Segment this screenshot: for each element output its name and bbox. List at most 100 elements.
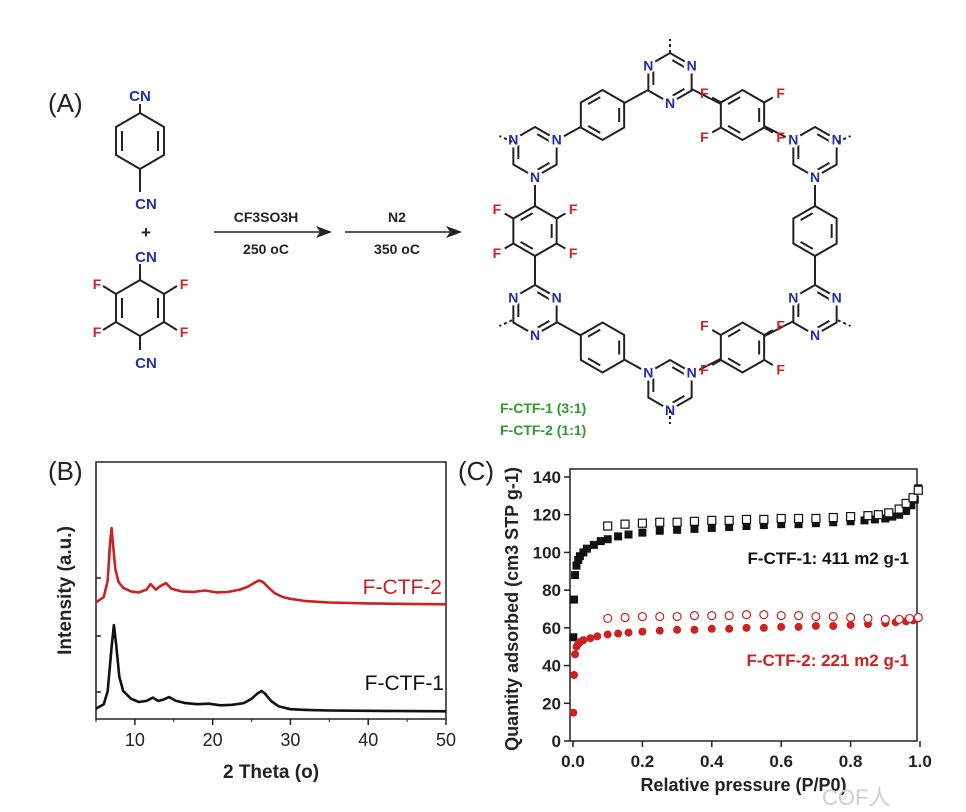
plot-frame [95,461,447,720]
double-bond [587,125,601,134]
series-line-f-ctf-2 [95,526,447,606]
data-point [593,632,602,641]
y-tick-label: 80 [542,581,561,600]
c-f-bond [504,212,514,220]
c-f-bond [763,96,774,104]
atom-mask [828,289,845,306]
fluorine-atom: F [700,362,709,378]
double-bond [587,328,601,338]
data-point [881,514,890,523]
x-tick-label: 50 [436,730,456,750]
data-point [637,611,647,622]
atom-mask [505,289,522,306]
step2-temperature: 350 oC [374,241,420,257]
atom-mask [683,364,700,381]
double-bond [816,320,830,329]
data-point [741,610,752,620]
data-point [777,520,786,529]
monomer-tetrafluoroterephthalonitrile [102,264,178,350]
x-tick-label: 1.0 [908,752,932,771]
step2-reagent: N2 [388,209,406,225]
nitrogen-atom: N [643,365,653,381]
data-point [742,522,751,531]
c-f-bond [711,359,722,366]
data-point [571,650,580,659]
atom-mask [527,327,543,343]
data-point [894,504,904,514]
cn-label: CN [135,249,157,266]
x-tick-label: 10 [125,730,145,750]
atom-mask [505,131,522,148]
fluorine-atom: F [569,201,578,217]
data-point [637,518,647,528]
data-point [603,630,612,639]
double-bond [587,357,601,367]
x-tick-label: 0.0 [561,752,585,771]
legend-label-f-ctf-1: F-CTF-1 [365,672,444,695]
data-point [894,614,904,624]
y-axis-label: Intensity (a.u.) [55,526,76,655]
nitrogen-atom: N [832,290,842,306]
data-point [863,511,873,521]
data-point [620,519,630,529]
atom-mask [807,327,823,343]
atom-mask [785,131,802,148]
data-point [863,613,873,624]
cn-label: CN [135,196,157,213]
c-f-bond [711,126,722,134]
data-point [901,498,911,509]
atom-mask [683,57,700,74]
data-point [582,544,591,553]
double-bond [727,357,741,367]
double-bond [816,162,830,171]
fluorine-label: F [93,324,102,340]
panel-label-c: (C) [458,456,495,486]
data-point [673,525,682,534]
cn-label: CN [129,88,151,105]
double-bond [536,133,550,142]
fluorine-atom: F [700,318,709,334]
data-point [759,514,769,525]
data-point [846,621,855,630]
data-point [794,520,803,529]
data-point [603,613,613,624]
data-point [569,633,578,642]
data-point [672,517,682,527]
legend-label-f-ctf-2: F-CTF-2 [363,576,442,599]
fluorine-atom: F [700,85,709,101]
product-label-2: F-CTF-2 (1:1) [500,422,586,438]
data-point [638,528,647,537]
step1-reagent: CF3SO3H [234,209,299,225]
data-point [589,540,598,549]
double-bond [671,59,685,68]
double-bond [816,291,830,300]
nitrogen-atom: N [552,290,562,306]
data-point [759,610,769,620]
atom-mask [785,289,802,306]
c-f-bond [711,329,722,336]
data-point [777,622,786,631]
c-f-bond [504,242,514,250]
step1-temperature: 250 oC [243,241,289,257]
data-point [603,535,612,544]
data-point [846,517,855,526]
data-point [742,623,751,632]
y-tick-label: 40 [542,657,561,676]
data-point [759,521,768,530]
benzene-ring [579,321,626,374]
double-bond [800,212,814,221]
data-point [655,611,665,622]
double-bond [727,125,741,134]
nitrogen-atom: N [508,290,518,306]
monomer-terephthalonitrile [115,104,165,192]
data-point [707,515,717,525]
data-point [811,611,821,622]
x-tick-label: 20 [203,730,223,750]
x-axis-label: 2 Theta (o) [223,762,319,783]
reaction-arrow-2 [345,226,462,238]
y-tick-label: 140 [533,468,561,487]
nitrogen-atom: N [530,169,540,185]
data-point [884,508,894,518]
framework-extension [837,135,851,143]
data-point [794,622,803,631]
